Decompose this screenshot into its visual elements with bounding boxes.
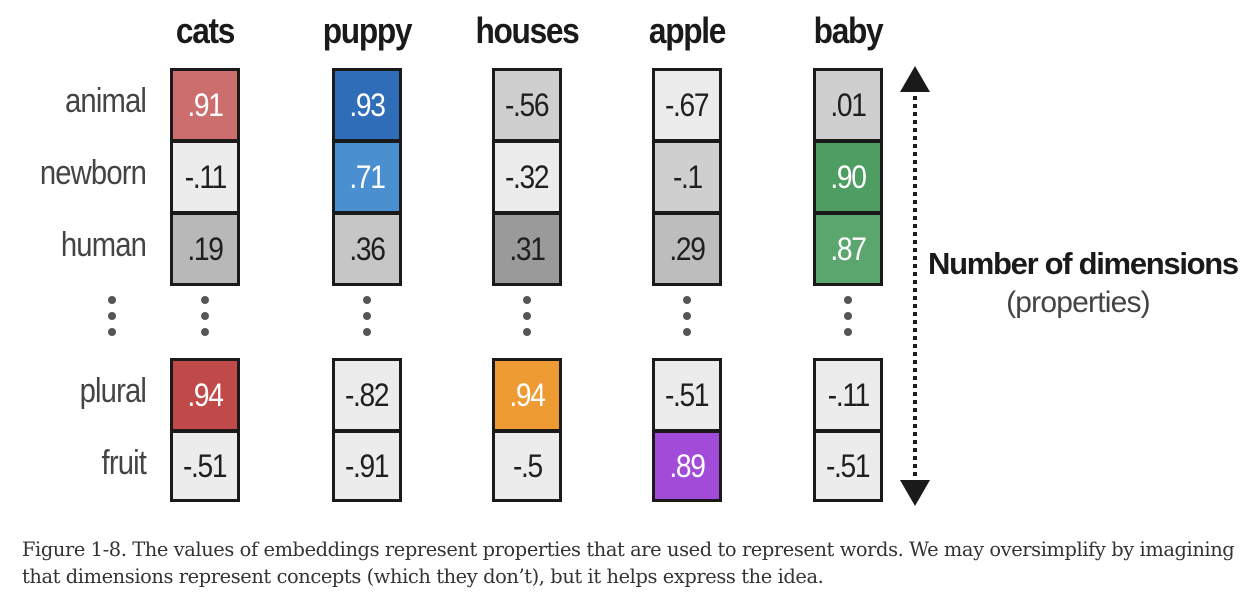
row-label-plural: plural [79, 372, 147, 410]
row-label-fruit: fruit [101, 444, 147, 482]
dot [363, 312, 371, 320]
column-header-apple: apple [648, 10, 726, 51]
cell-houses-plural: .94 [492, 358, 562, 432]
cell-value: -.11 [827, 376, 869, 413]
row-label-animal: animal [65, 82, 147, 120]
arrow-up-head [900, 66, 930, 92]
column-header-baby: baby [813, 10, 884, 51]
cell-houses-fruit: -.5 [492, 430, 562, 502]
cell-puppy-human: .36 [332, 212, 402, 286]
cell-value: -.91 [345, 447, 390, 484]
figure-caption: Figure 1-8. The values of embeddings rep… [22, 538, 1235, 588]
cell-value: .89 [669, 447, 706, 484]
cell-puppy-animal: .93 [332, 68, 402, 142]
dot [683, 328, 691, 336]
dot [523, 328, 531, 336]
cell-cats-fruit: -.51 [170, 430, 240, 502]
cell-value: -.51 [826, 447, 871, 484]
cell-apple-fruit: .89 [652, 430, 722, 502]
dot [523, 312, 531, 320]
cell-value: -.5 [512, 447, 543, 484]
cell-houses-newborn: -.32 [492, 140, 562, 214]
dimension-arrow [900, 66, 930, 506]
cell-apple-animal: -.67 [652, 68, 722, 142]
cell-value: -.82 [345, 376, 390, 413]
cell-baby-fruit: -.51 [813, 430, 883, 502]
dot [683, 312, 691, 320]
cell-value: .01 [830, 86, 867, 123]
cell-value: .36 [349, 230, 386, 267]
cell-value: .90 [830, 158, 867, 195]
cell-value: .31 [509, 230, 546, 267]
cell-cats-plural: .94 [170, 358, 240, 432]
axis-subtitle: (properties) [1006, 286, 1151, 319]
cell-value: -.1 [672, 158, 703, 195]
cell-value: -.32 [505, 158, 550, 195]
cell-puppy-plural: -.82 [332, 358, 402, 432]
cell-value: .71 [349, 158, 386, 195]
cell-cats-newborn: -.11 [170, 140, 240, 214]
dot [201, 312, 209, 320]
cell-baby-human: .87 [813, 212, 883, 286]
cell-value: -.51 [665, 376, 710, 413]
cell-value: .19 [187, 230, 224, 267]
dot [363, 328, 371, 336]
cell-apple-newborn: -.1 [652, 140, 722, 214]
cell-value: .93 [349, 86, 386, 123]
cell-value: .87 [830, 230, 867, 267]
dot [844, 296, 852, 304]
dot [363, 296, 371, 304]
cell-apple-human: .29 [652, 212, 722, 286]
cell-houses-human: .31 [492, 212, 562, 286]
cell-baby-newborn: .90 [813, 140, 883, 214]
dot [844, 312, 852, 320]
cell-puppy-fruit: -.91 [332, 430, 402, 502]
cell-puppy-newborn: .71 [332, 140, 402, 214]
dot [683, 296, 691, 304]
arrow-down-head [900, 480, 930, 506]
dot [108, 312, 116, 320]
cell-cats-human: .19 [170, 212, 240, 286]
cell-value: .29 [669, 230, 706, 267]
axis-title: Number of dimensions [928, 246, 1239, 281]
column-header-cats: cats [175, 10, 235, 51]
dot [523, 296, 531, 304]
row-label-newborn: newborn [39, 154, 147, 192]
cell-baby-animal: .01 [813, 68, 883, 142]
dot [201, 328, 209, 336]
column-header-puppy: puppy [322, 10, 413, 51]
cell-value: .94 [509, 376, 546, 413]
dot [108, 296, 116, 304]
column-header-houses: houses [475, 10, 579, 51]
dot [108, 328, 116, 336]
dot [844, 328, 852, 336]
cell-houses-animal: -.56 [492, 68, 562, 142]
row-label-human: human [60, 226, 147, 264]
dot [201, 296, 209, 304]
cell-value: -.67 [665, 86, 710, 123]
cell-value: .91 [187, 86, 224, 123]
cell-cats-animal: .91 [170, 68, 240, 142]
cell-value: -.51 [183, 447, 228, 484]
cell-value: .94 [187, 376, 224, 413]
cell-apple-plural: -.51 [652, 358, 722, 432]
cell-value: -.56 [505, 86, 550, 123]
cell-value: -.11 [184, 158, 226, 195]
cell-baby-plural: -.11 [813, 358, 883, 432]
